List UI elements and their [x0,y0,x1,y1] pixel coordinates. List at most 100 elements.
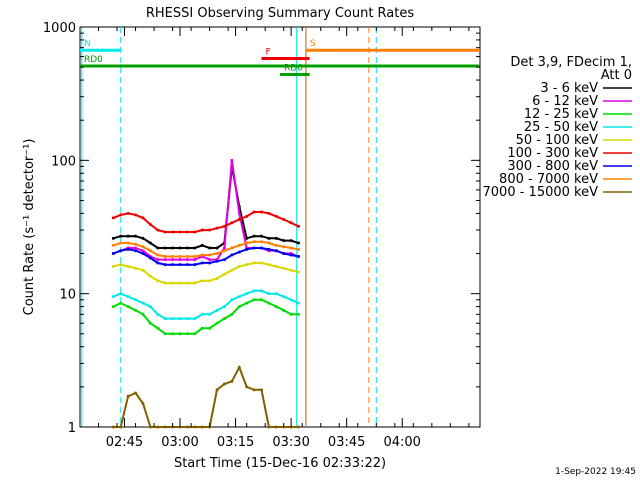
data-point [193,258,197,262]
data-point [141,252,145,256]
data-point [245,236,249,240]
data-point [156,246,160,250]
data-point [148,249,152,253]
data-point [267,425,271,429]
data-point [171,230,175,234]
y-tick-label: 1000 [43,21,76,36]
data-point [163,317,167,321]
data-point [171,258,175,262]
data-point [178,317,182,321]
data-point [222,382,226,386]
data-point [171,281,175,285]
data-point [126,211,130,215]
data-point [200,253,204,257]
data-point [111,243,115,247]
data-point [126,394,130,398]
data-point [267,292,271,296]
data-point [200,425,204,429]
data-point [267,241,271,245]
data-point [178,281,182,285]
data-point [148,256,152,260]
data-point [215,388,219,392]
data-point [259,289,263,293]
data-point [222,224,226,228]
data-point [126,234,130,238]
data-point [163,246,167,250]
x-axis: 02:45 03:00 03:15 03:30 03:45 04:00 [79,27,470,450]
legend-label: 300 - 800 keV [507,159,598,174]
data-point [163,332,167,336]
data-point [237,243,241,247]
data-point [156,228,160,232]
data-point [193,425,197,429]
x-tick-label: 03:00 [161,435,198,450]
data-point [245,292,249,296]
data-point [237,305,241,309]
legend-label: 100 - 300 keV [507,146,598,161]
data-point [163,230,167,234]
data-point [267,247,271,251]
data-point [208,279,212,283]
data-point [289,246,293,250]
data-point [289,221,293,225]
data-point [185,258,189,262]
data-point [163,258,167,262]
data-point [252,261,256,265]
data-point [141,301,145,305]
data-point [134,266,138,270]
data-point [200,228,204,232]
data-point [230,312,234,316]
data-point [156,425,160,429]
data-point [111,216,115,220]
data-point [126,305,130,309]
legend-header-line-1: Det 3,9, FDecim 1, [510,55,632,70]
data-point [222,305,226,309]
x-tick-label: 03:30 [272,435,309,450]
x-tick-label: 03:45 [328,435,365,450]
data-point [215,321,219,325]
data-point [119,213,123,217]
data-point [126,264,130,268]
x-tick-label: 03:15 [217,435,254,450]
data-point [163,263,167,267]
data-point [111,305,115,309]
y-tick-label: 100 [51,154,76,169]
data-point [111,425,115,429]
data-point [274,264,278,268]
data-point [185,246,189,250]
data-point [178,246,182,250]
data-point [200,279,204,283]
data-point [111,295,115,299]
data-point [148,241,152,245]
data-point [148,425,152,429]
data-point [259,298,263,302]
data-point [230,246,234,250]
data-point [237,217,241,221]
data-point [141,268,145,272]
data-point [267,301,271,305]
data-point [259,388,263,392]
data-point [259,210,263,214]
data-point [289,253,293,257]
data-point [134,249,138,253]
data-point [267,236,271,240]
data-point [178,254,182,258]
data-point [282,217,286,221]
data-point [274,425,278,429]
data-point [297,224,301,228]
data-point [200,326,204,330]
data-point [119,263,123,267]
data-point [156,253,160,257]
data-point [237,250,241,254]
data-point [215,226,219,230]
data-point [185,230,189,234]
data-point [119,249,123,253]
data-point [282,308,286,312]
data-point [156,261,160,265]
series-layer [111,158,301,429]
data-point [171,254,175,258]
data-point [178,230,182,234]
data-point [208,261,212,265]
data-point [297,312,301,316]
